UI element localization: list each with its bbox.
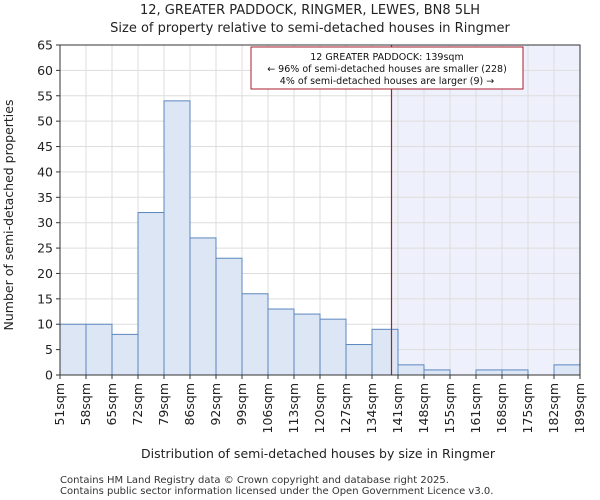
bar [189, 237, 217, 376]
annotation-title: 12 GREATER PADDOCK: 139sqm [310, 52, 463, 63]
x-tick-label: 182sqm [546, 383, 561, 433]
x-tick-label: 155sqm [442, 383, 457, 433]
bar [163, 100, 191, 376]
x-tick-label: 99sqm [234, 383, 249, 426]
annotation: 12 GREATER PADDOCK: 139sqm ← 96% of semi… [250, 46, 524, 90]
x-tick-label: 127sqm [338, 383, 353, 433]
y-tick-label: 45 [37, 139, 53, 154]
bar [475, 369, 503, 376]
annotation-smaller: ← 96% of semi-detached houses are smalle… [267, 64, 507, 75]
bar [397, 364, 425, 376]
y-tick-label: 60 [37, 63, 53, 78]
footer-copyright: Contains HM Land Registry data © Crown c… [60, 475, 449, 486]
x-tick-label: 79sqm [156, 383, 171, 426]
bar [501, 369, 529, 376]
x-tick-label: 72sqm [130, 383, 145, 426]
x-tick-label: 120sqm [312, 383, 327, 433]
y-tick-label: 0 [45, 368, 53, 383]
y-tick-label: 20 [37, 266, 53, 281]
x-tick-label: 189sqm [572, 383, 587, 433]
x-tick-label: 168sqm [494, 383, 509, 433]
bar [137, 212, 165, 376]
x-tick-label: 161sqm [468, 383, 483, 433]
annotation-larger: 4% of semi-detached houses are larger (9… [280, 76, 494, 87]
y-tick-label: 30 [37, 215, 53, 230]
bar [111, 333, 139, 376]
bars [59, 100, 581, 376]
y-tick-label: 25 [37, 241, 53, 256]
x-tick-label: 65sqm [104, 383, 119, 426]
bar [267, 308, 295, 376]
x-tick-label: 148sqm [416, 383, 431, 433]
y-axis-label: Number of semi-detached properties [1, 100, 16, 331]
y-tick-label: 10 [37, 317, 53, 332]
x-tick-label: 175sqm [520, 383, 535, 433]
x-tick-label: 51sqm [52, 383, 67, 426]
x-tick-label: 141sqm [390, 383, 405, 433]
x-tick-label: 106sqm [260, 383, 275, 433]
chart-title: 12, GREATER PADDOCK, RINGMER, LEWES, BN8… [140, 3, 480, 18]
x-tick-label: 113sqm [286, 383, 301, 433]
x-tick-label: 86sqm [182, 383, 197, 426]
x-axis-label: Distribution of semi-detached houses by … [141, 446, 496, 461]
annotation-box [250, 46, 524, 90]
bar [553, 364, 581, 376]
bar [319, 318, 347, 376]
bar [371, 328, 399, 376]
x-tick-label: 134sqm [364, 383, 379, 433]
bar [345, 344, 373, 376]
bar [215, 257, 243, 376]
y-tick-label: 35 [37, 190, 53, 205]
x-tick-label: 92sqm [208, 383, 223, 426]
x-axis: 51sqm 58sqm 65sqm 72sqm 79sqm 86sqm 92sqm 99sqm… [52, 375, 587, 433]
y-tick-label: 50 [37, 114, 53, 129]
y-tick-label: 5 [45, 342, 53, 357]
y-tick-label: 55 [37, 88, 53, 103]
bar [423, 369, 451, 376]
bar [241, 293, 269, 376]
bar [59, 323, 87, 376]
x-tick-label: 58sqm [78, 383, 93, 426]
bar [85, 323, 113, 376]
y-axis: 0 5 10 15 20 25 30 35 40 45 50 55 60 65 [37, 38, 60, 383]
y-tick-label: 40 [37, 164, 53, 179]
y-tick-label: 65 [37, 38, 53, 53]
y-tick-label: 15 [37, 291, 53, 306]
bar [293, 313, 321, 376]
footer-licence: Contains public sector information licen… [60, 486, 493, 497]
larger-region-shade [391, 45, 580, 375]
chart-subtitle: Size of property relative to semi-detach… [110, 21, 510, 36]
